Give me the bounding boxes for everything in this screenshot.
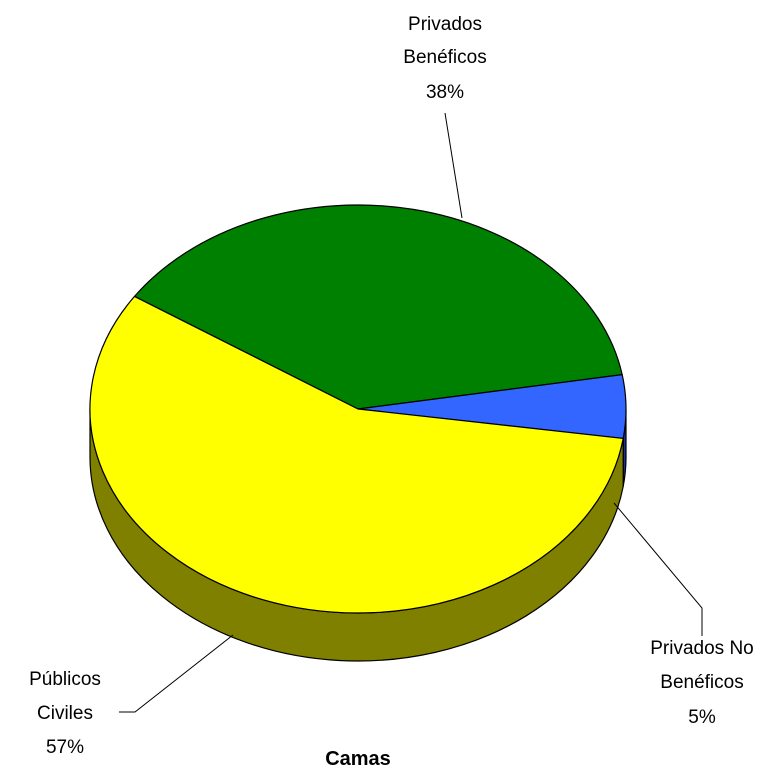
pie-slice: [133, 204, 623, 410]
label-leader-lines: [119, 112, 703, 713]
label-leader-line: [444, 112, 463, 219]
slice-percent-label: 57%: [46, 737, 84, 758]
slice-percent-label: 5%: [688, 707, 716, 728]
slice-label-line: Benéficos: [660, 672, 743, 693]
pie-slice: [89, 295, 624, 614]
label-leader-line: [119, 634, 234, 713]
slice-labels: Privados Benéficos 38% Privados No Benéficos…: [29, 14, 754, 758]
slice-label-line: Públicos: [29, 669, 101, 690]
slice-label-line: Privados: [408, 14, 482, 35]
chart-title: Camas: [325, 748, 391, 770]
slice-label-line: Privados No: [650, 638, 754, 659]
slice-label-line: Civiles: [37, 703, 93, 724]
slice-label-line: Benéficos: [403, 47, 486, 68]
label-leader-line: [613, 502, 703, 636]
slice-percent-label: 38%: [426, 82, 464, 103]
pie-slices: [89, 204, 627, 614]
